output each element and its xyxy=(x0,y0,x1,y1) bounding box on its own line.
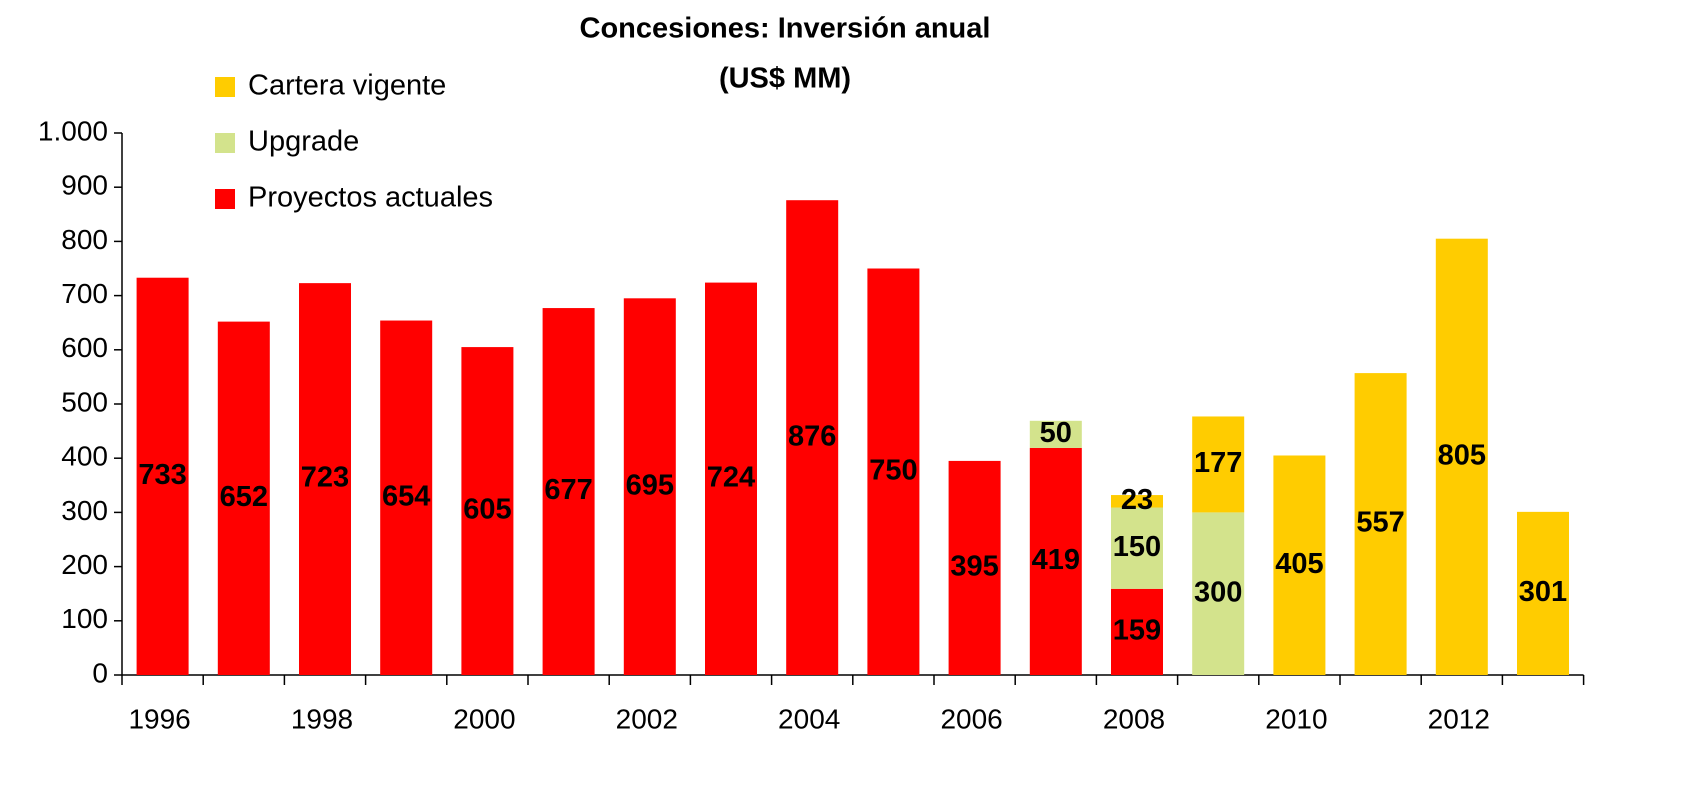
data-label: 750 xyxy=(869,454,917,486)
x-tick-label: 2004 xyxy=(778,703,840,734)
data-label: 677 xyxy=(544,474,592,506)
bar-segment xyxy=(705,282,757,675)
bar-segment xyxy=(786,200,839,675)
bar-segment xyxy=(136,277,189,675)
data-label: 654 xyxy=(382,480,430,512)
y-tick-label: 700 xyxy=(61,278,108,309)
y-tick-label: 800 xyxy=(61,224,108,255)
x-tick-label: 2010 xyxy=(1265,703,1327,734)
chart-subtitle: (US$ MM) xyxy=(719,63,851,95)
data-label: 395 xyxy=(950,551,998,583)
x-tick-label: 2002 xyxy=(616,703,678,734)
chart-title: Concesiones: Inversión anual xyxy=(580,13,991,45)
data-label: 301 xyxy=(1519,576,1567,608)
data-label: 652 xyxy=(220,481,268,513)
bar-segment xyxy=(1435,238,1488,675)
data-label: 605 xyxy=(463,494,511,526)
x-tick-label: 2008 xyxy=(1103,703,1165,734)
data-label: 405 xyxy=(1275,548,1323,580)
y-tick-label: 1.000 xyxy=(38,115,108,146)
data-label: 733 xyxy=(138,459,186,491)
x-tick-label: 2006 xyxy=(940,703,1002,734)
bar-segment xyxy=(1111,507,1163,589)
y-tick-label: 0 xyxy=(92,657,108,688)
data-label: 159 xyxy=(1113,615,1161,647)
legend-swatch xyxy=(215,189,235,209)
bar-segment xyxy=(299,283,351,675)
x-tick-label: 1996 xyxy=(128,703,190,734)
data-label: 876 xyxy=(788,420,836,452)
y-tick-label: 400 xyxy=(61,441,108,472)
y-tick-label: 100 xyxy=(61,603,108,634)
data-label: 724 xyxy=(707,461,755,493)
data-label: 695 xyxy=(626,469,674,501)
legend-label: Proyectos actuales xyxy=(248,182,493,214)
legend-label: Cartera vigente xyxy=(248,70,446,102)
bar-segment xyxy=(542,308,595,675)
x-tick-label: 1998 xyxy=(291,703,353,734)
data-label: 23 xyxy=(1121,484,1153,516)
bar-segment xyxy=(1192,512,1245,675)
bar-segment xyxy=(1273,455,1326,675)
data-label: 723 xyxy=(301,462,349,494)
y-tick-label: 900 xyxy=(61,170,108,201)
bar-segment xyxy=(1111,495,1163,508)
data-label: 805 xyxy=(1438,440,1486,472)
bar-segment xyxy=(948,460,1001,675)
bar-segment xyxy=(1192,416,1245,513)
bar-segment xyxy=(380,320,433,675)
data-label: 557 xyxy=(1356,507,1404,539)
data-label: 150 xyxy=(1113,531,1161,563)
data-label: 419 xyxy=(1032,544,1080,576)
x-tick-label: 2000 xyxy=(453,703,515,734)
x-tick-label: 2012 xyxy=(1428,703,1490,734)
legend-swatch xyxy=(215,133,235,153)
bar-segment xyxy=(1517,511,1569,675)
y-tick-label: 300 xyxy=(61,495,108,526)
data-label: 177 xyxy=(1194,447,1242,479)
bar-segment xyxy=(1111,588,1163,675)
y-tick-label: 500 xyxy=(61,386,108,417)
legend-label: Upgrade xyxy=(248,126,359,158)
bar-segment xyxy=(623,298,676,675)
data-label: 50 xyxy=(1040,417,1072,449)
y-tick-label: 200 xyxy=(61,549,108,580)
legend-swatch xyxy=(215,77,235,97)
bar-segment xyxy=(461,347,514,675)
bar-segment xyxy=(1029,420,1082,448)
bar-segment xyxy=(1029,447,1082,675)
bar-segment xyxy=(867,268,920,675)
data-label: 300 xyxy=(1194,576,1242,608)
y-tick-label: 600 xyxy=(61,332,108,363)
bar-segment xyxy=(217,321,270,675)
bar-segment xyxy=(1354,373,1407,675)
